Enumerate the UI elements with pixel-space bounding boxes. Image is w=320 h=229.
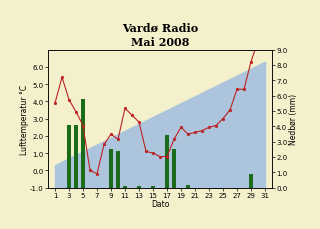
Bar [81, 99, 85, 188]
Bar [172, 150, 176, 188]
Title: Vardø Radio
Mai 2008: Vardø Radio Mai 2008 [122, 23, 198, 48]
Y-axis label: Lufttemperatur °C: Lufttemperatur °C [20, 84, 29, 154]
Bar [186, 185, 190, 188]
Bar [116, 151, 120, 188]
Bar [165, 136, 169, 188]
Y-axis label: Nedbør (mm): Nedbør (mm) [289, 94, 298, 144]
Bar [67, 125, 71, 188]
Bar [137, 186, 141, 188]
Bar [151, 186, 155, 188]
Bar [109, 150, 113, 188]
X-axis label: Dato: Dato [151, 199, 169, 208]
Bar [123, 186, 127, 188]
Bar [249, 174, 253, 188]
Bar [74, 125, 78, 188]
